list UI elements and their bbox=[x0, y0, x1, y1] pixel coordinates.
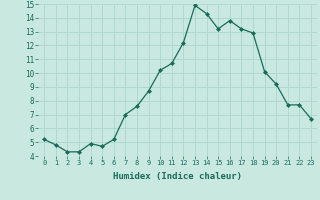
X-axis label: Humidex (Indice chaleur): Humidex (Indice chaleur) bbox=[113, 172, 242, 181]
